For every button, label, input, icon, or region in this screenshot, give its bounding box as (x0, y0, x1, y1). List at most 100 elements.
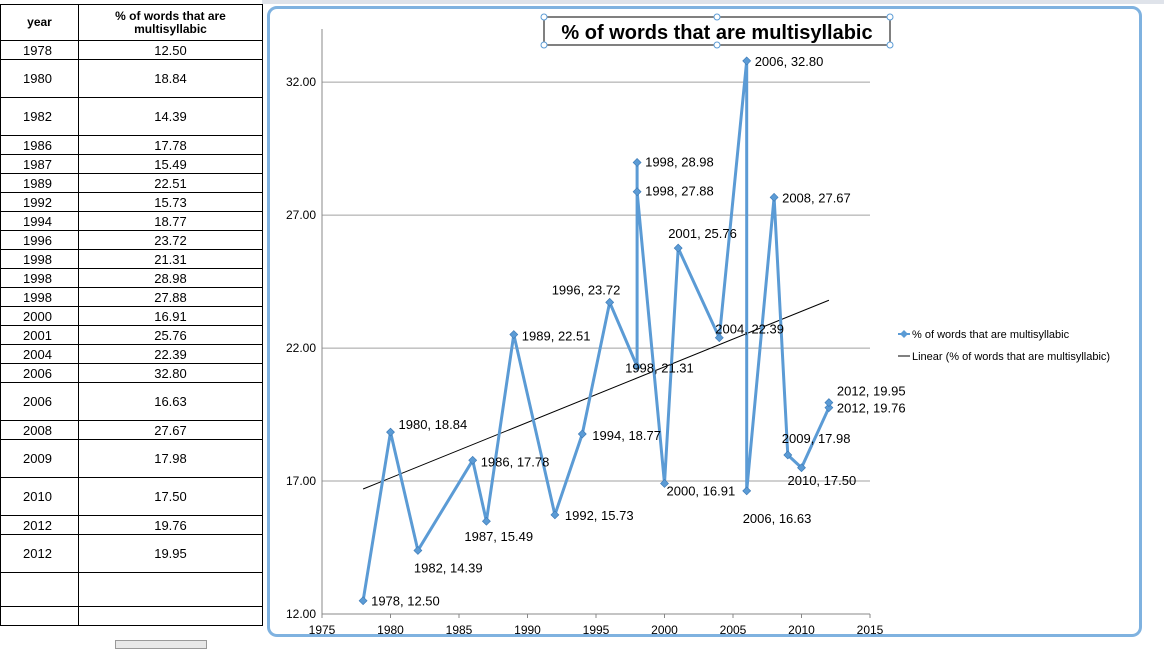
data-point (632, 158, 642, 167)
cell-percent[interactable]: 12.50 (78, 40, 263, 60)
cell-year[interactable]: 2000 (0, 306, 79, 326)
data-point (550, 510, 560, 520)
table-row: 2001 25.76 (0, 325, 263, 345)
table-row: 2000 16.91 (0, 306, 263, 326)
table-row-empty (0, 606, 263, 626)
legend-trend-label: Linear (% of words that are multisyllabi… (912, 351, 1110, 363)
table-row: 1987 15.49 (0, 154, 263, 174)
chart-area[interactable]: 12.00 17.00 22.00 27.00 32.00 1975 1980 1985 199… (267, 6, 1142, 637)
data-label: 1978, 12.50 (371, 594, 440, 609)
table-row: 2006 16.63 (0, 382, 263, 421)
header-year[interactable]: year (0, 4, 79, 41)
data-label: 2010, 17.50 (788, 473, 857, 488)
cell-year[interactable]: 1998 (0, 268, 79, 288)
table-row: 1994 18.77 (0, 211, 263, 231)
cell-percent[interactable]: 27.88 (78, 287, 263, 307)
table-row: 2012 19.76 (0, 515, 263, 535)
cell-year[interactable]: 1986 (0, 135, 79, 155)
cell-year[interactable]: 1980 (0, 59, 79, 98)
cell-year[interactable]: 1982 (0, 97, 79, 136)
selection-handle (713, 13, 721, 21)
table-row: 2006 32.80 (0, 363, 263, 383)
cell-year[interactable]: 1992 (0, 192, 79, 212)
cell-percent[interactable]: 17.50 (78, 477, 263, 516)
cell-percent[interactable]: 17.98 (78, 439, 263, 478)
sheet-grid-right[interactable] (1142, 4, 1164, 644)
cell-percent[interactable]: 19.95 (78, 534, 263, 573)
cell-year[interactable]: 2008 (0, 420, 79, 440)
cell-percent[interactable]: 16.63 (78, 382, 263, 421)
cell-percent[interactable]: 17.78 (78, 135, 263, 155)
data-label: 1989, 22.51 (522, 329, 591, 344)
table-row: 1989 22.51 (0, 173, 263, 193)
column-header-strip[interactable] (262, 0, 1164, 4)
empty-cell[interactable] (78, 572, 263, 607)
table-row: 1986 17.78 (0, 135, 263, 155)
cell-year[interactable]: 2009 (0, 439, 79, 478)
data-point (783, 450, 793, 460)
cell-percent[interactable]: 27.67 (78, 420, 263, 440)
cell-percent[interactable]: 15.73 (78, 192, 263, 212)
data-label: 1986, 17.78 (481, 454, 550, 469)
cell-percent[interactable]: 14.39 (78, 97, 263, 136)
cell-year[interactable]: 1998 (0, 249, 79, 269)
data-point (769, 192, 779, 202)
cell-percent[interactable]: 23.72 (78, 230, 263, 250)
data-point (673, 243, 683, 253)
cell-year[interactable]: 1998 (0, 287, 79, 307)
cell-percent[interactable]: 16.91 (78, 306, 263, 326)
data-point (824, 403, 834, 413)
data-point (632, 362, 642, 371)
legend-series-label: % of words that are multisyllabic (912, 329, 1070, 341)
data-point (577, 429, 587, 439)
table-row: 1996 23.72 (0, 230, 263, 250)
cell-percent[interactable]: 19.76 (78, 515, 263, 535)
data-label: 2012, 19.95 (837, 384, 906, 399)
data-label: 2006, 32.80 (755, 54, 824, 69)
x-tick-label: 2015 (857, 623, 884, 634)
empty-cell[interactable] (78, 606, 263, 626)
cell-year[interactable]: 2006 (0, 363, 79, 383)
cell-year[interactable]: 2006 (0, 382, 79, 421)
table-row: 1992 15.73 (0, 192, 263, 212)
table-row: 1998 27.88 (0, 287, 263, 307)
cell-percent[interactable]: 28.98 (78, 268, 263, 288)
cell-year[interactable]: 2004 (0, 344, 79, 364)
table-row: 2010 17.50 (0, 477, 263, 516)
header-percent[interactable]: % of words that are multisyllabic (78, 4, 263, 41)
chart-svg: 12.00 17.00 22.00 27.00 32.00 1975 1980 1985 199… (286, 13, 1110, 634)
cell-percent[interactable]: 18.77 (78, 211, 263, 231)
table-row: 2008 27.67 (0, 420, 263, 440)
cell-year[interactable]: 2012 (0, 515, 79, 535)
table-row: 1980 18.84 (0, 59, 263, 98)
data-point (468, 455, 478, 465)
data-point (660, 479, 669, 488)
cell-year[interactable]: 1989 (0, 173, 79, 193)
sheet-tab[interactable] (115, 640, 207, 649)
data-label: 1982, 14.39 (414, 560, 483, 575)
cell-percent[interactable]: 25.76 (78, 325, 263, 345)
data-point (632, 187, 642, 197)
data-label: 2006, 16.63 (743, 511, 812, 526)
cell-year[interactable]: 1996 (0, 230, 79, 250)
cell-year[interactable]: 1994 (0, 211, 79, 231)
cell-year[interactable]: 2010 (0, 477, 79, 516)
x-tick-label: 1985 (446, 623, 473, 634)
empty-cell[interactable] (0, 572, 79, 607)
cell-percent[interactable]: 22.51 (78, 173, 263, 193)
cell-percent[interactable]: 15.49 (78, 154, 263, 174)
table-row: 2012 19.95 (0, 534, 263, 573)
cell-percent[interactable]: 21.31 (78, 249, 263, 269)
selection-handle (886, 41, 894, 49)
data-point (481, 516, 491, 526)
cell-percent[interactable]: 22.39 (78, 344, 263, 364)
cell-percent[interactable]: 32.80 (78, 363, 263, 383)
cell-year[interactable]: 2001 (0, 325, 79, 345)
cell-year[interactable]: 2012 (0, 534, 79, 573)
cell-year[interactable]: 1987 (0, 154, 79, 174)
data-label: 1992, 15.73 (565, 508, 634, 523)
cell-year[interactable]: 1978 (0, 40, 79, 60)
empty-cell[interactable] (0, 606, 79, 626)
x-tick-label: 1975 (309, 623, 336, 634)
cell-percent[interactable]: 18.84 (78, 59, 263, 98)
